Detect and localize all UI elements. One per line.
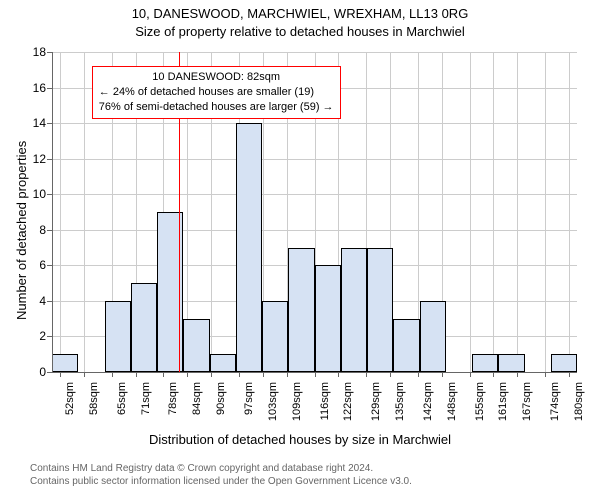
annotation-box: 10 DANESWOOD: 82sqm← 24% of detached hou…: [92, 66, 341, 119]
histogram-bar: [210, 354, 236, 372]
histogram-bar: [341, 248, 367, 372]
x-tick-label: 103sqm: [267, 382, 279, 422]
x-axis-line: [52, 372, 577, 373]
x-tick-label: 174sqm: [549, 382, 561, 422]
x-tick-label: 180sqm: [573, 382, 585, 422]
x-tick-label: 65sqm: [116, 382, 128, 422]
histogram-bar: [472, 354, 498, 372]
y-tick-label: 2: [22, 329, 46, 343]
histogram-bar: [262, 301, 288, 372]
histogram-bar: [551, 354, 577, 372]
x-tick-label: 52sqm: [64, 382, 76, 422]
histogram-bar: [420, 301, 446, 372]
histogram-bar: [315, 265, 341, 372]
x-tick-label: 78sqm: [167, 382, 179, 422]
annotation-line: 10 DANESWOOD: 82sqm: [99, 70, 334, 85]
x-tick-label: 161sqm: [497, 382, 509, 422]
histogram-bar: [236, 123, 262, 372]
grid-line-v: [84, 52, 85, 372]
x-tick-label: 116sqm: [319, 382, 331, 422]
grid-line-v: [60, 52, 61, 372]
x-tick-label: 84sqm: [191, 382, 203, 422]
histogram-bar: [288, 248, 314, 372]
x-tick-label: 155sqm: [474, 382, 486, 422]
x-tick-label: 167sqm: [521, 382, 533, 422]
y-tick-label: 18: [22, 45, 46, 59]
footer-line-2: Contains public sector information licen…: [30, 475, 412, 488]
histogram-bar: [52, 354, 78, 372]
histogram-bar: [367, 248, 393, 372]
x-tick-label: 135sqm: [394, 382, 406, 422]
x-tick-label: 142sqm: [422, 382, 434, 422]
annotation-line: 76% of semi-detached houses are larger (…: [99, 100, 334, 115]
histogram-bar: [498, 354, 524, 372]
x-axis-label: Distribution of detached houses by size …: [0, 432, 600, 447]
x-tick-label: 109sqm: [291, 382, 303, 422]
x-tick-label: 148sqm: [446, 382, 458, 422]
y-axis-line: [52, 52, 53, 372]
grid-line-v: [470, 52, 471, 372]
x-tick-label: 129sqm: [370, 382, 382, 422]
grid-line-v: [569, 52, 570, 372]
footer-text: Contains HM Land Registry data © Crown c…: [30, 462, 412, 488]
y-tick-label: 0: [22, 365, 46, 379]
footer-line-1: Contains HM Land Registry data © Crown c…: [30, 462, 412, 475]
grid-line-v: [517, 52, 518, 372]
y-tick-label: 14: [22, 116, 46, 130]
x-tick-label: 90sqm: [215, 382, 227, 422]
chart-container: { "chart": { "type": "histogram", "title…: [0, 0, 600, 500]
annotation-line: ← 24% of detached houses are smaller (19…: [99, 85, 334, 100]
x-tick-label: 58sqm: [88, 382, 100, 422]
chart-subtitle: Size of property relative to detached ho…: [0, 24, 600, 39]
histogram-bar: [131, 283, 157, 372]
x-tick-label: 71sqm: [140, 382, 152, 422]
x-tick-label: 97sqm: [243, 382, 255, 422]
histogram-bar: [393, 319, 419, 372]
x-tick-label: 122sqm: [342, 382, 354, 422]
grid-line-v: [545, 52, 546, 372]
y-tick-label: 16: [22, 81, 46, 95]
histogram-bar: [105, 301, 131, 372]
y-axis-label: Number of detached properties: [14, 141, 29, 320]
chart-title: 10, DANESWOOD, MARCHWIEL, WREXHAM, LL13 …: [0, 6, 600, 21]
plot-area: 02468101214161852sqm58sqm65sqm71sqm78sqm…: [52, 52, 577, 372]
histogram-bar: [183, 319, 209, 372]
grid-line-v: [493, 52, 494, 372]
